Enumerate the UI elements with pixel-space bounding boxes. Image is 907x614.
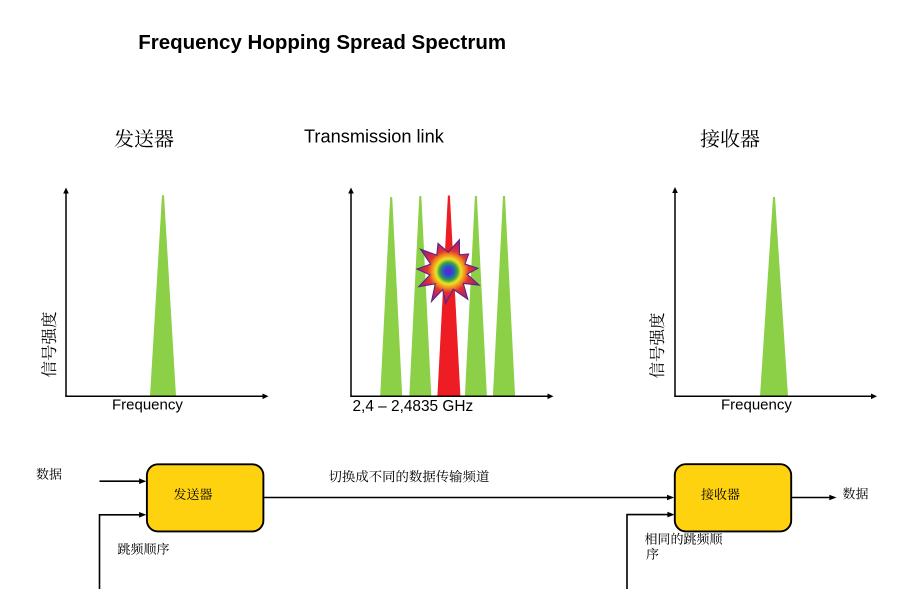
svg-text:2,4 – 2,4835 GHz: 2,4 – 2,4835 GHz: [353, 398, 474, 415]
svg-text:Frequency: Frequency: [721, 396, 792, 413]
svg-text:Transmission link: Transmission link: [304, 126, 445, 146]
svg-text:Frequency: Frequency: [112, 396, 183, 413]
svg-text:Frequency Hopping Spread Spect: Frequency Hopping Spread Spectrum: [138, 31, 506, 54]
